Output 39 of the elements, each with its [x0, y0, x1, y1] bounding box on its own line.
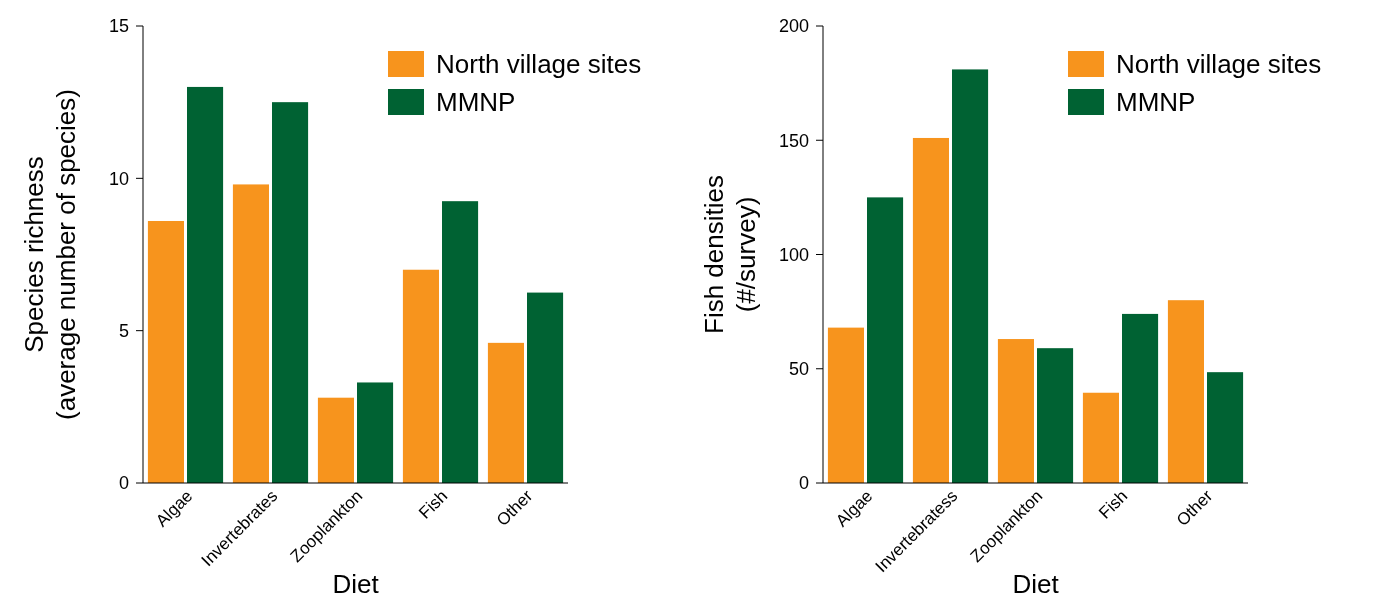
bar: [1207, 372, 1244, 483]
bar: [187, 86, 224, 483]
bar: [827, 327, 864, 483]
x-axis-title: Diet: [1012, 569, 1060, 599]
legend-label: MMNP: [1116, 87, 1196, 118]
bar: [487, 342, 524, 483]
bar: [1122, 313, 1159, 483]
bar: [232, 184, 269, 483]
legend-label: MMNP: [436, 87, 516, 118]
bar: [442, 201, 479, 483]
bar: [912, 137, 949, 483]
x-tick-label: Fish: [415, 486, 452, 523]
x-axis-title: Diet: [332, 569, 380, 599]
y-tick-label: 150: [778, 130, 809, 151]
bar: [357, 382, 394, 483]
bar: [1167, 300, 1204, 483]
bar: [1037, 348, 1074, 483]
bar: [317, 397, 354, 483]
bar: [867, 197, 904, 483]
bar: [1082, 392, 1119, 483]
y-tick-label: 0: [118, 473, 129, 494]
y-tick-label: 15: [108, 16, 129, 37]
y-tick-label: 0: [798, 473, 809, 494]
bar: [997, 339, 1034, 483]
y-tick-label: 200: [778, 16, 809, 37]
legend-label: North village sites: [436, 49, 642, 80]
y-tick-label: 100: [778, 244, 809, 265]
y-tick-label: 5: [118, 320, 129, 341]
bar: [952, 69, 989, 483]
y-axis-title: Fish densities (#/survey): [699, 175, 761, 334]
bar: [272, 102, 309, 483]
x-tick-label: Fish: [1095, 486, 1132, 523]
y-axis-title: Species richness (average number of species): [19, 89, 81, 420]
bar: [147, 220, 184, 483]
legend-label: North village sites: [1116, 49, 1322, 80]
bar: [402, 269, 439, 483]
bar: [527, 292, 564, 483]
y-tick-label: 10: [108, 168, 129, 189]
y-tick-label: 50: [788, 359, 809, 380]
